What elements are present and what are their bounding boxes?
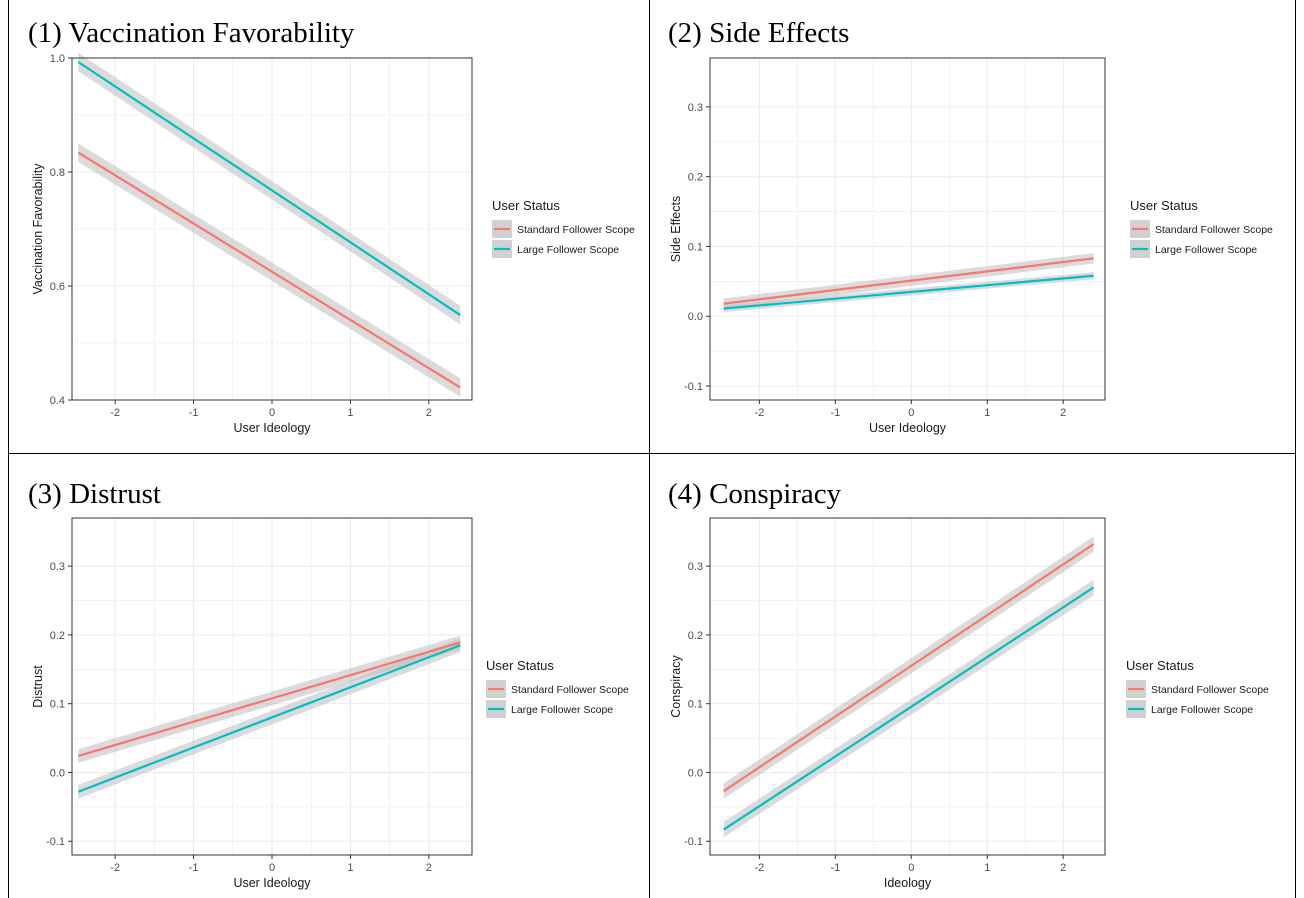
- y-tick-label: 0.2: [50, 630, 65, 642]
- y-tick-label: 0.4: [50, 395, 65, 407]
- x-tick-label: 2: [1060, 407, 1066, 419]
- x-tick-label: 0: [908, 862, 914, 874]
- y-tick-label: 0.3: [688, 102, 703, 114]
- y-tick-label: 0.0: [50, 767, 65, 779]
- x-axis-label: User Ideology: [869, 421, 947, 435]
- x-tick-label: 0: [908, 407, 914, 419]
- series-line-large: [723, 586, 1095, 831]
- series-line-standard: [77, 151, 461, 389]
- panel-title: (4) Conspiracy: [668, 478, 842, 510]
- legend: User Status Standard Follower Scope Large …: [1126, 658, 1269, 718]
- legend-item-label: Standard Follower Scope: [517, 224, 635, 236]
- series-line-large: [77, 61, 461, 316]
- legend-item-label: Large Follower Scope: [511, 704, 613, 716]
- x-tick-label: -2: [754, 862, 764, 874]
- series-line-standard: [77, 641, 461, 758]
- series-line-large: [723, 274, 1094, 310]
- x-tick-label: -1: [189, 407, 199, 419]
- legend-title: User Status: [1130, 198, 1198, 213]
- legend-item-label: Standard Follower Scope: [511, 684, 629, 696]
- legend-item-label: Standard Follower Scope: [1151, 684, 1269, 696]
- panel-title: (2) Side Effects: [668, 17, 849, 49]
- y-tick-label: 0.3: [50, 561, 65, 573]
- plot-background: [710, 58, 1105, 400]
- figure-middle-divider: [8, 453, 1296, 454]
- y-tick-label: -0.1: [46, 836, 65, 848]
- y-tick-label: 1.0: [50, 53, 65, 65]
- y-axis-label: Distrust: [31, 665, 45, 708]
- plot-border: [709, 57, 1106, 401]
- x-tick-label: 2: [426, 862, 432, 874]
- x-tick-label: 1: [984, 862, 990, 874]
- y-axis-label: Vaccination Favorability: [31, 163, 45, 295]
- y-tick-label: 0.2: [688, 630, 703, 642]
- legend-item-label: Standard Follower Scope: [1155, 224, 1273, 236]
- panel-title: (1) Vaccination Favorability: [28, 17, 355, 49]
- x-tick-label: -1: [830, 862, 840, 874]
- legend-title: User Status: [486, 658, 554, 673]
- y-tick-label: 0.8: [50, 167, 65, 179]
- y-tick-label: 0.3: [688, 561, 703, 573]
- series-line-standard: [723, 543, 1095, 792]
- legend-item-label: Large Follower Scope: [1151, 704, 1253, 716]
- x-tick-label: 2: [426, 407, 432, 419]
- series-line-large: [77, 644, 461, 793]
- x-tick-label: 1: [984, 407, 990, 419]
- x-tick-label: 0: [269, 862, 275, 874]
- legend-title: User Status: [492, 198, 560, 213]
- x-tick-label: 0: [269, 407, 275, 419]
- legend-item-label: Large Follower Scope: [1155, 244, 1257, 256]
- y-tick-label: -0.1: [684, 836, 703, 848]
- y-tick-label: -0.1: [684, 381, 703, 393]
- panel-title: (3) Distrust: [28, 478, 161, 510]
- x-tick-label: -1: [830, 407, 840, 419]
- legend: User Status Standard Follower Scope Large …: [1130, 198, 1273, 258]
- x-axis-label: User Ideology: [233, 421, 311, 435]
- y-tick-label: 0.1: [688, 699, 703, 711]
- x-tick-label: 1: [347, 862, 353, 874]
- plot-border: [71, 57, 473, 401]
- y-tick-label: 0.0: [688, 311, 703, 323]
- legend: User Status Standard Follower Scope Large …: [492, 198, 635, 258]
- x-axis-label: Ideology: [884, 876, 932, 890]
- figure-left-border: [8, 0, 9, 898]
- chart-panel-1: (1) Vaccination Favorability -2 -1 0 1 2 0.4 0.…: [28, 17, 635, 435]
- y-axis-label: Conspiracy: [669, 654, 683, 717]
- x-tick-label: -1: [189, 862, 199, 874]
- x-axis-label: User Ideology: [233, 876, 311, 890]
- y-tick-label: 0.1: [688, 241, 703, 253]
- x-tick-label: -2: [754, 407, 764, 419]
- y-tick-label: 0.6: [50, 281, 65, 293]
- series-line-standard: [723, 257, 1094, 305]
- legend-title: User Status: [1126, 658, 1194, 673]
- legend-item-label: Large Follower Scope: [517, 244, 619, 256]
- y-tick-label: 0.0: [688, 767, 703, 779]
- chart-panel-4: (4) Conspiracy -2 -1 0 1 2 -0.1 0.0 0.1 0.2 0.3 Ide…: [668, 478, 1269, 890]
- plot-border: [71, 517, 473, 856]
- legend: User Status Standard Follower Scope Large …: [486, 658, 629, 718]
- plot-border: [709, 517, 1106, 856]
- y-tick-label: 0.1: [50, 699, 65, 711]
- x-tick-label: 2: [1060, 862, 1066, 874]
- chart-panel-2: (2) Side Effects -2 -1 0 1 2 -0.1 0.0 0.1 0.2 0.3 U…: [668, 17, 1273, 435]
- x-tick-label: -2: [110, 862, 120, 874]
- y-axis-label: Side Effects: [669, 196, 683, 262]
- y-tick-label: 0.2: [688, 172, 703, 184]
- figure-right-border: [1295, 0, 1296, 898]
- x-tick-label: 1: [347, 407, 353, 419]
- figure-center-divider: [649, 0, 650, 898]
- chart-panel-3: (3) Distrust -2 -1 0 1 2 -0.1 0.0 0.1 0.2 0.3 User …: [28, 478, 629, 890]
- x-tick-label: -2: [110, 407, 120, 419]
